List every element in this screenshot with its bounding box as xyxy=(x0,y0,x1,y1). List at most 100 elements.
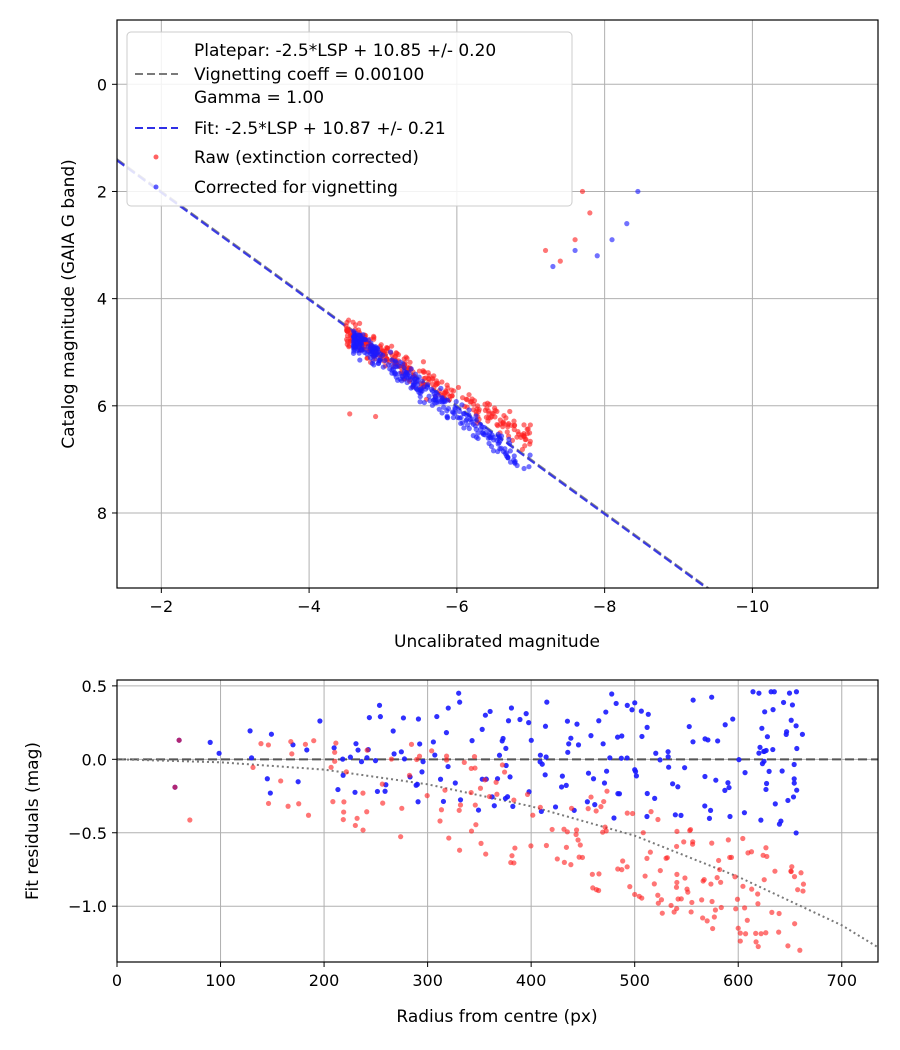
corrected-residual-point xyxy=(763,786,769,793)
corrected-residual-point xyxy=(762,709,768,715)
corrected-point xyxy=(507,459,514,465)
corrected-residual-point xyxy=(633,773,640,779)
corrected-residual-point xyxy=(791,776,797,782)
corrected-point xyxy=(572,247,578,254)
raw-point xyxy=(542,247,549,254)
raw-residual-point xyxy=(748,849,755,855)
raw-point xyxy=(525,426,531,432)
corrected-point xyxy=(417,390,423,396)
raw-residual-point xyxy=(642,873,648,879)
raw-residual-point xyxy=(456,847,463,853)
corrected-residual-point xyxy=(707,807,714,814)
corrected-point xyxy=(464,416,470,423)
raw-point xyxy=(343,323,349,329)
raw-residual-point xyxy=(585,806,591,812)
corrected-residual-point xyxy=(791,780,797,786)
corrected-residual-point xyxy=(415,799,421,805)
raw-residual-point xyxy=(718,879,724,885)
corrected-point xyxy=(488,435,494,441)
raw-point xyxy=(527,422,533,428)
corrected-residual-point xyxy=(632,767,638,773)
corrected-point xyxy=(389,362,395,368)
raw-residual-point xyxy=(341,809,347,815)
corrected-residual-point xyxy=(678,812,684,818)
corrected-point xyxy=(461,410,467,417)
bottom-xtick-label: 700 xyxy=(826,971,857,990)
raw-residual-point xyxy=(711,914,717,920)
raw-residual-point xyxy=(735,925,741,931)
corrected-residual-point xyxy=(584,799,590,805)
corrected-point xyxy=(466,407,472,413)
corrected-residual-point xyxy=(528,737,534,743)
bottom-chart: 0 100 200 300 400 500 600 700 0.5 0.0 −0.5 −1.0 Rad… xyxy=(23,677,879,1027)
corrected-residual-point xyxy=(364,755,370,761)
raw-residual-point xyxy=(716,857,722,864)
raw-residual-point xyxy=(302,741,309,747)
raw-point xyxy=(357,320,363,326)
corrected-residual-point xyxy=(585,770,592,776)
raw-point xyxy=(519,446,526,453)
corrected-residual-point xyxy=(702,773,708,780)
corrected-residual-point xyxy=(420,759,426,765)
corrected-point xyxy=(470,421,476,427)
corrected-point xyxy=(357,357,363,363)
corrected-residual-point xyxy=(588,733,594,739)
corrected-residual-point xyxy=(295,779,301,785)
raw-residual-point xyxy=(388,756,395,762)
bottom-xtick-label: 0 xyxy=(112,971,122,990)
bottom-xtick-label: 500 xyxy=(619,971,650,990)
raw-residual-point xyxy=(471,753,478,760)
raw-residual-point xyxy=(288,738,294,745)
bottom-xtick-label: 400 xyxy=(516,971,547,990)
raw-point xyxy=(468,398,474,405)
raw-residual-point xyxy=(753,939,759,945)
raw-point xyxy=(521,422,527,428)
top-xtick-label: −2 xyxy=(150,597,174,616)
corrected-residual-point xyxy=(794,787,800,793)
raw-residual-point xyxy=(685,889,691,895)
corrected-point xyxy=(404,379,410,386)
corrected-residual-point xyxy=(440,798,447,805)
corrected-residual-point xyxy=(756,750,762,756)
raw-residual-point xyxy=(681,839,687,845)
corrected-residual-point xyxy=(500,735,506,742)
corrected-residual-point xyxy=(537,752,543,758)
raw-point xyxy=(371,333,377,340)
raw-residual-point xyxy=(265,742,271,748)
raw-point xyxy=(511,423,517,429)
raw-residual-point xyxy=(740,835,746,842)
raw-residual-point xyxy=(627,884,633,890)
top-ylabel: Catalog magnitude (GAIA G band) xyxy=(59,159,79,449)
corrected-residual-point xyxy=(665,754,671,760)
raw-residual-point xyxy=(468,828,475,834)
raw-point xyxy=(504,429,510,435)
raw-residual-point xyxy=(800,888,806,894)
raw-residual-point xyxy=(482,777,488,783)
corrected-residual-point xyxy=(778,818,784,824)
raw-point xyxy=(420,359,427,365)
corrected-residual-point xyxy=(618,755,624,761)
corrected-point xyxy=(452,406,459,412)
corrected-point xyxy=(376,357,382,364)
raw-point xyxy=(459,395,466,401)
corrected-point xyxy=(490,448,497,454)
raw-point xyxy=(483,414,489,420)
raw-residual-point xyxy=(636,893,642,899)
corrected-point xyxy=(352,337,358,344)
raw-residual-point xyxy=(701,877,707,883)
top-axes-frame xyxy=(116,19,879,589)
corrected-residual-point xyxy=(564,718,571,724)
corrected-residual-point xyxy=(736,757,742,763)
corrected-residual-point xyxy=(376,702,383,708)
corrected-point xyxy=(456,408,463,414)
raw-residual-point xyxy=(718,904,724,911)
top-xtick-label: −4 xyxy=(297,597,321,616)
corrected-point xyxy=(481,424,487,431)
corrected-residual-point xyxy=(666,764,672,770)
corrected-residual-point xyxy=(609,691,615,697)
raw-residual-point xyxy=(398,834,404,840)
corrected-point xyxy=(417,399,423,405)
raw-residual-point xyxy=(755,943,761,950)
raw-residual-point xyxy=(655,900,661,906)
raw-residual-point xyxy=(740,883,746,889)
